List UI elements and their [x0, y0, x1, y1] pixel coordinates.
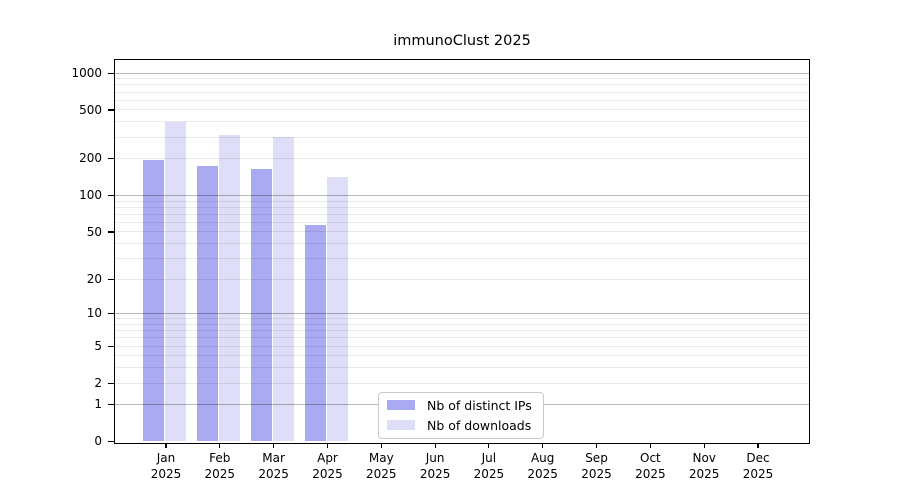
x-tick-label-jun: Jun 2025: [419, 451, 451, 481]
y-tick-mark: [108, 278, 114, 280]
bar-jan-downloads: [165, 122, 187, 442]
x-tick-label-jul: Jul 2025: [473, 451, 505, 481]
y-tick-label: 50: [86, 224, 102, 239]
x-tick-mark: [488, 443, 490, 448]
gridline-major: [115, 72, 809, 74]
gridline-major: [115, 194, 809, 196]
y-tick-label: 10: [86, 306, 102, 321]
x-tick-mark: [649, 443, 651, 448]
x-tick-mark: [165, 443, 167, 448]
x-tick-mark: [273, 443, 275, 448]
gridline-minor: [115, 213, 809, 215]
y-tick-mark: [108, 345, 114, 347]
x-tick-label-nov: Nov 2025: [688, 451, 720, 481]
gridline-minor: [115, 258, 809, 259]
y-tick-label: 5: [94, 338, 102, 353]
x-tick-label-may: May 2025: [366, 451, 397, 481]
gridline-major: [115, 313, 809, 315]
x-tick-mark: [703, 443, 705, 448]
legend-item-distinct-ips: Nb of distinct IPs: [387, 398, 535, 413]
x-tick-label-apr: Apr 2025: [312, 451, 343, 481]
gridline-minor: [115, 324, 809, 325]
legend-swatch-distinct-ips: [387, 400, 415, 410]
x-tick-label-feb: Feb 2025: [204, 451, 236, 481]
y-tick-mark: [108, 404, 114, 406]
x-tick-mark: [542, 443, 544, 448]
plot-area: [114, 59, 810, 444]
x-tick-mark: [219, 443, 221, 448]
x-tick-mark: [434, 443, 436, 448]
y-tick-label: 1: [94, 397, 102, 412]
gridline-minor: [115, 367, 809, 369]
x-tick-mark: [757, 443, 759, 448]
y-tick-mark: [108, 231, 114, 233]
x-tick-label-sep: Sep 2025: [581, 451, 612, 481]
y-tick-label: 2: [94, 375, 102, 390]
x-tick-label-jan: Jan 2025: [150, 451, 182, 481]
legend-label-downloads: Nb of downloads: [427, 417, 532, 433]
bar-apr-distinct-ips: [304, 224, 326, 442]
y-tick-label: 20: [86, 271, 102, 286]
legend-swatch-downloads: [387, 420, 415, 430]
bar-feb-distinct-ips: [197, 165, 219, 442]
legend-item-downloads: Nb of downloads: [387, 418, 535, 433]
y-tick-mark: [108, 441, 114, 443]
bar-feb-downloads: [219, 134, 241, 442]
y-tick-label: 0: [94, 434, 102, 449]
gridline-minor: [115, 136, 809, 138]
gridline-minor: [115, 91, 809, 93]
legend-label-distinct-ips: Nb of distinct IPs: [427, 397, 532, 413]
gridline-minor: [115, 345, 809, 347]
y-tick-mark: [108, 313, 114, 315]
gridline-minor: [115, 337, 809, 339]
bar-apr-downloads: [326, 176, 348, 442]
y-tick-mark: [108, 158, 114, 160]
y-tick-label: 1000: [71, 65, 102, 80]
x-tick-label-mar: Mar 2025: [258, 451, 289, 481]
bar-mar-downloads: [273, 137, 295, 442]
gridline-minor: [115, 318, 809, 320]
gridline-minor: [115, 121, 809, 123]
y-tick-label: 200: [79, 151, 102, 166]
chart-title: immunoClust 2025: [393, 33, 531, 49]
gridline-minor: [115, 99, 809, 101]
gridline-minor: [115, 109, 809, 111]
gridline-minor: [115, 200, 809, 202]
y-tick-mark: [108, 72, 114, 74]
x-tick-mark: [595, 443, 598, 448]
y-tick-label: 100: [79, 188, 102, 202]
gridline-minor: [115, 231, 809, 233]
gridline-minor: [115, 158, 809, 160]
y-tick-label: 500: [79, 102, 102, 117]
bar-mar-distinct-ips: [251, 169, 273, 442]
x-tick-label-aug: Aug 2025: [527, 451, 558, 481]
y-tick-mark: [108, 194, 114, 197]
gridline-minor: [115, 221, 809, 223]
gridline-minor: [115, 243, 809, 245]
x-tick-mark: [380, 443, 382, 448]
gridline-minor: [115, 78, 809, 80]
x-tick-label-dec: Dec 2025: [742, 451, 774, 481]
legend: Nb of distinct IPs Nb of downloads: [378, 391, 544, 439]
x-tick-mark: [326, 443, 329, 448]
plot-canvas: [115, 60, 809, 443]
y-tick-mark: [108, 109, 114, 111]
y-tick-mark: [108, 382, 114, 384]
gridline-minor: [115, 278, 809, 280]
bar-jan-distinct-ips: [143, 160, 165, 442]
gridline-minor: [115, 355, 809, 357]
gridline-minor: [115, 206, 809, 208]
x-tick-label-oct: Oct 2025: [635, 451, 666, 481]
gridline-minor: [115, 84, 809, 86]
gridline-minor: [115, 382, 809, 384]
gridline-minor: [115, 330, 809, 332]
